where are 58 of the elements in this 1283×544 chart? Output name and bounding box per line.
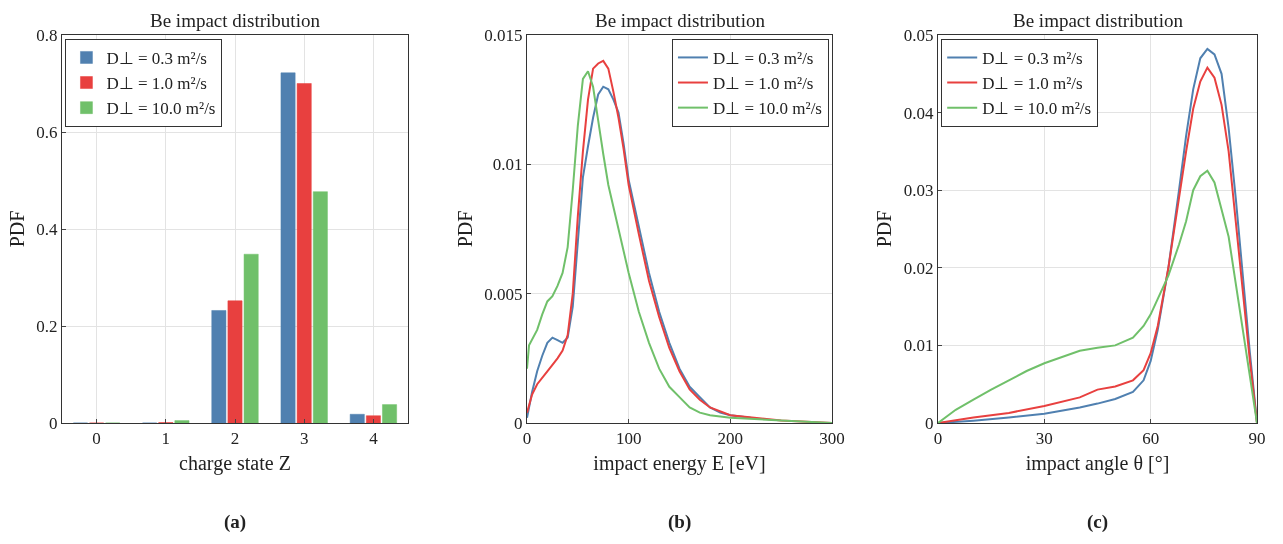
text: (b) [668, 511, 692, 533]
y-axis-title: PDF [873, 210, 896, 248]
bar [382, 404, 397, 423]
y-axis-title: PDF [5, 210, 28, 248]
x-tick-label: 90 [1248, 429, 1266, 449]
chart-title: Be impact distribution [595, 10, 766, 31]
x-tick-label: 30 [1035, 429, 1053, 449]
x-tick-label: 200 [717, 429, 744, 449]
bar [174, 420, 190, 423]
legend-label: D⊥ = 1.0 m²/s [982, 74, 1083, 94]
text: (c) [1087, 511, 1109, 533]
y-tick-label: 0.4 [36, 219, 59, 239]
legend-label: D⊥ = 1.0 m²/s [712, 74, 814, 94]
legend-label: D⊥ = 0.3 m²/s [712, 49, 814, 69]
legend-label: D⊥ = 10.0 m²/s [106, 99, 216, 119]
line-series [938, 169, 1257, 423]
bar [366, 415, 381, 423]
y-tick-label: 0 [49, 413, 58, 433]
bar [280, 72, 296, 423]
x-tick-label: 100 [615, 429, 642, 449]
legend-label: D⊥ = 0.3 m²/s [106, 49, 207, 69]
bar [349, 414, 365, 423]
x-tick-label: 2 [230, 429, 240, 449]
y-tick-label: 0.05 [903, 25, 934, 45]
bar [312, 191, 328, 423]
y-tick-label: 0.01 [492, 155, 523, 175]
x-axis-title: impact angle θ [°] [1025, 451, 1170, 475]
chart-title: Be impact distribution [150, 10, 321, 31]
chart-title: Be impact distribution [1013, 10, 1184, 31]
x-tick-label: 3 [299, 429, 309, 449]
text: (a) [224, 511, 247, 533]
bar [243, 253, 259, 423]
x-tick-label: 0 [92, 429, 101, 449]
bar [227, 300, 243, 423]
bar [296, 83, 312, 423]
y-tick-label: 0.02 [903, 258, 934, 278]
y-tick-label: 0.03 [903, 181, 934, 201]
legend-label: D⊥ = 0.3 m²/s [982, 49, 1083, 69]
legend-label: D⊥ = 1.0 m²/s [106, 74, 207, 94]
y-tick-label: 0 [514, 413, 523, 433]
y-tick-label: 0.005 [484, 284, 523, 304]
x-tick-label: 4 [369, 429, 379, 449]
legend-label: D⊥ = 10.0 m²/s [982, 99, 1092, 119]
x-tick-label: 300 [819, 429, 845, 449]
y-tick-label: 0 [925, 413, 934, 433]
y-tick-label: 0.8 [36, 25, 58, 45]
x-axis-title: impact energy E [eV] [593, 451, 766, 475]
y-tick-label: 0.04 [903, 103, 935, 123]
y-tick-label: 0.01 [903, 336, 934, 356]
y-tick-label: 0.6 [36, 122, 58, 142]
x-tick-label: 60 [1142, 429, 1160, 449]
x-axis-title: charge state Z [179, 451, 291, 475]
y-tick-label: 0.015 [484, 25, 523, 45]
legend-label: D⊥ = 10.0 m²/s [712, 99, 822, 119]
y-tick-label: 0.2 [36, 316, 58, 336]
y-axis-title: PDF [453, 210, 476, 248]
x-tick-label: 1 [161, 429, 171, 449]
bar [211, 310, 227, 423]
